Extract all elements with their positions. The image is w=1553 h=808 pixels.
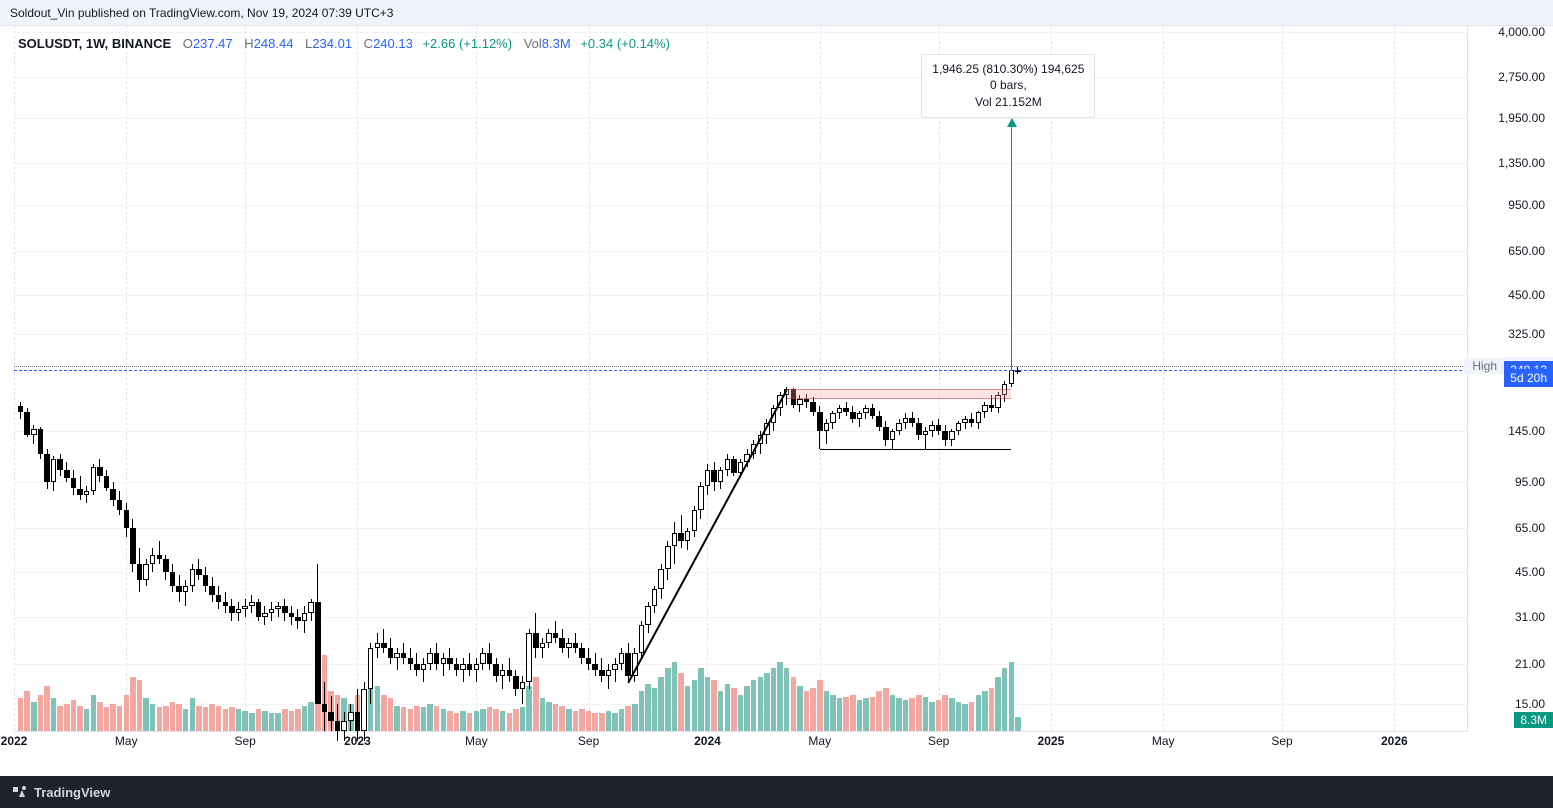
high-badge: High bbox=[1464, 358, 1505, 374]
footer-brand: TradingView bbox=[34, 785, 110, 800]
price-tick: 2,750.00 bbox=[1498, 70, 1545, 84]
price-tick: 31.00 bbox=[1515, 610, 1545, 624]
price-tick: 15.00 bbox=[1515, 697, 1545, 711]
time-tick: May bbox=[1152, 734, 1175, 748]
symbol-label[interactable]: SOLUSDT, 1W, BINANCE bbox=[18, 36, 171, 51]
time-tick: Sep bbox=[928, 734, 949, 748]
price-tick: 950.00 bbox=[1508, 198, 1545, 212]
publish-bar: Soldout_Vin published on TradingView.com… bbox=[0, 0, 1553, 26]
time-tick: May bbox=[808, 734, 831, 748]
vol-change: +0.34 (+0.14%) bbox=[580, 36, 670, 51]
price-tick: 65.00 bbox=[1515, 521, 1545, 535]
price-tick: 450.00 bbox=[1508, 288, 1545, 302]
chart-header: SOLUSDT, 1W, BINANCE O237.47 H248.44 L23… bbox=[18, 36, 670, 51]
time-tick: Sep bbox=[1271, 734, 1292, 748]
chart-area[interactable]: 1,946.25 (810.30%) 194,625 0 bars, Vol 2… bbox=[0, 26, 1553, 752]
price-tick: 1,350.00 bbox=[1498, 156, 1545, 170]
footer-bar: TradingView bbox=[0, 776, 1553, 808]
price-tick: 1,950.00 bbox=[1498, 111, 1545, 125]
price-tick: 21.00 bbox=[1515, 657, 1545, 671]
time-tick: May bbox=[115, 734, 138, 748]
projection-tooltip: 1,946.25 (810.30%) 194,625 0 bars, Vol 2… bbox=[921, 54, 1095, 118]
support-line[interactable] bbox=[820, 449, 1012, 451]
tooltip-line3: Vol 21.152M bbox=[932, 94, 1084, 111]
ohlc-l-value: 234.01 bbox=[312, 36, 352, 51]
time-tick: 2024 bbox=[694, 734, 721, 748]
price-tick: 95.00 bbox=[1515, 475, 1545, 489]
trend-line[interactable] bbox=[628, 390, 788, 683]
tradingview-logo-icon bbox=[12, 784, 28, 800]
time-tick: Sep bbox=[234, 734, 255, 748]
time-tick: 2022 bbox=[1, 734, 28, 748]
tooltip-line2: 0 bars, bbox=[932, 77, 1084, 94]
ohlc-h-label: H bbox=[244, 36, 253, 51]
tooltip-line1: 1,946.25 (810.30%) 194,625 bbox=[932, 61, 1084, 78]
ohlc-o-value: 237.47 bbox=[193, 36, 233, 51]
volume-axis-tag: 8.3M bbox=[1514, 712, 1553, 728]
time-tick: May bbox=[465, 734, 488, 748]
projection-arrow[interactable] bbox=[1011, 119, 1012, 371]
price-tick: 145.00 bbox=[1508, 424, 1545, 438]
ohlc-h-value: 248.44 bbox=[254, 36, 294, 51]
annotation-layer bbox=[14, 26, 1467, 731]
ohlc-c-value: 240.13 bbox=[373, 36, 413, 51]
time-tick: 2026 bbox=[1381, 734, 1408, 748]
vol-label: Vol bbox=[524, 36, 542, 51]
ohlc-change: +2.66 (+1.12%) bbox=[422, 36, 512, 51]
publish-text: Soldout_Vin published on TradingView.com… bbox=[10, 6, 393, 20]
plot-area[interactable]: 1,946.25 (810.30%) 194,625 0 bars, Vol 2… bbox=[14, 26, 1468, 732]
price-axis[interactable]: 8.3M 4,000.00 2,750.00 1,950.00 1,350.00 950… bbox=[1468, 26, 1553, 732]
time-axis[interactable]: 2022MaySep2023MaySep2024MaySep2025MaySep… bbox=[14, 732, 1468, 752]
price-tick: 650.00 bbox=[1508, 244, 1545, 258]
time-tick: Sep bbox=[578, 734, 599, 748]
price-axis-tag: 5d 20h bbox=[1504, 369, 1553, 387]
price-tick: 325.00 bbox=[1508, 327, 1545, 341]
price-tick: 4,000.00 bbox=[1498, 25, 1545, 39]
vol-value: 8.3M bbox=[542, 36, 571, 51]
price-tick: 45.00 bbox=[1515, 565, 1545, 579]
resistance-zone[interactable] bbox=[787, 389, 1012, 398]
time-tick: 2023 bbox=[344, 734, 371, 748]
ohlc-o-label: O bbox=[183, 36, 193, 51]
time-tick: 2025 bbox=[1038, 734, 1065, 748]
ohlc-c-label: C bbox=[364, 36, 373, 51]
